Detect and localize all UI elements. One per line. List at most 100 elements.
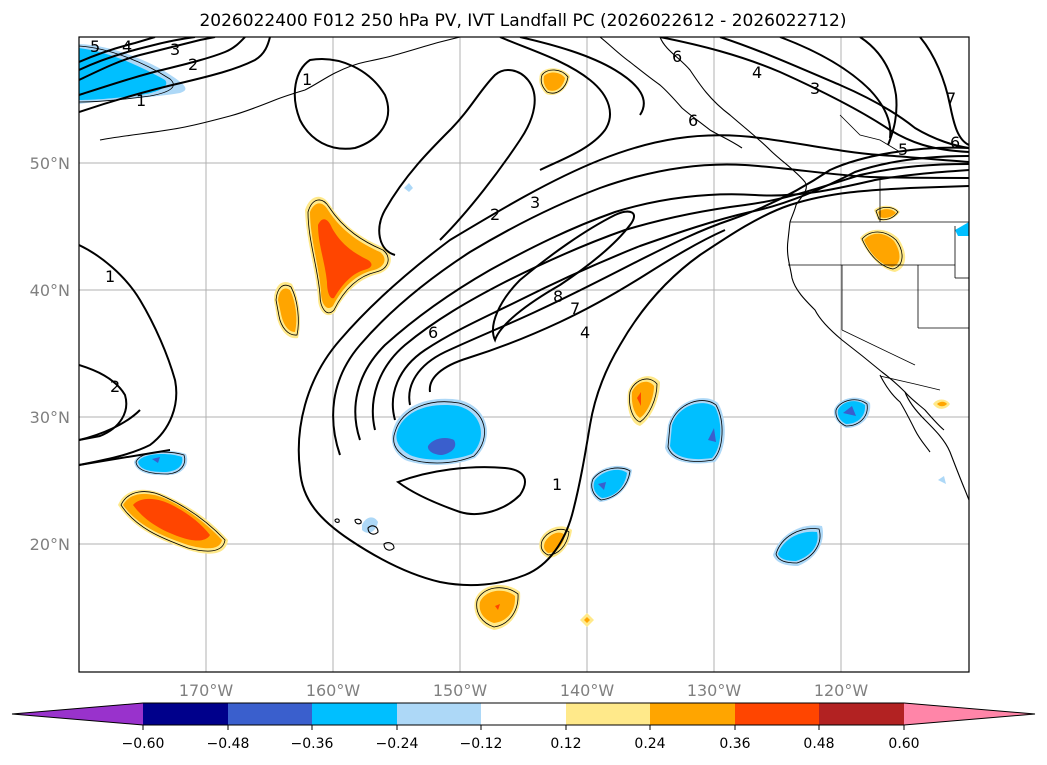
contour-topleft-3 <box>79 37 246 96</box>
colorbar-tick-label: 0.60 <box>888 736 919 752</box>
colorbar-segment <box>650 703 735 725</box>
contour-labels: 5 4 3 2 1 1 2 3 8 7 6 4 1 1 2 6 4 3 5 6 … <box>90 37 960 494</box>
contour-label: 4 <box>580 323 590 342</box>
blob-c5-red <box>495 604 500 610</box>
colorbar-segment <box>735 703 819 725</box>
contour-label: 4 <box>752 63 762 82</box>
blob-ca2-orange <box>878 209 896 218</box>
colorbar-extend-min <box>12 703 143 725</box>
contour-topleft-1 <box>79 37 216 81</box>
blob-hi-small-pale <box>362 517 378 533</box>
colorbar-tick-label: 0.48 <box>803 736 834 752</box>
colorbar-tick-label: −0.60 <box>122 736 165 752</box>
lat-label: 30°N <box>30 408 70 427</box>
hawaii-3 <box>354 518 362 525</box>
shading-outlines <box>79 45 903 628</box>
contour-label: 1 <box>552 475 562 494</box>
contour-1-main <box>297 134 969 471</box>
map-area <box>79 37 969 672</box>
blob-c7-orange <box>584 617 590 623</box>
colorbar-tick-label: −0.12 <box>460 736 503 752</box>
contour-5-main <box>391 155 969 421</box>
blob-baja-core <box>843 406 856 416</box>
contour-label: 2 <box>188 55 198 74</box>
colorbar-tick-label: 0.24 <box>634 736 665 752</box>
latitude-labels: 50°N 40°N 30°N 20°N <box>30 154 70 554</box>
blob-npac-red <box>318 219 372 299</box>
contour-1-west <box>79 244 178 466</box>
colorbar-segment <box>143 703 228 725</box>
contour-label: 6 <box>428 323 438 342</box>
colorbar-segment <box>312 703 397 725</box>
contour-topleft-4 <box>79 37 271 113</box>
gridlines <box>79 37 969 672</box>
contour-label: 2 <box>490 205 500 224</box>
blob-se-blue <box>778 531 818 561</box>
colorbar-tick-label: 0.36 <box>719 736 750 752</box>
lon-label: 150°W <box>433 681 488 700</box>
aleutians-1 <box>99 89 306 141</box>
hawaii-4 <box>334 518 340 523</box>
contour-label: 6 <box>672 47 682 66</box>
blob-tiny-2 <box>938 476 946 484</box>
blob-e-edge <box>955 222 969 236</box>
contour-ne-4 <box>859 37 898 146</box>
pv-contours <box>79 37 969 587</box>
blob-tiny-1 <box>404 183 413 192</box>
contour-bl-2 <box>79 409 141 441</box>
map-border <box>78 36 970 673</box>
colorbar: −0.60 −0.48 −0.36 −0.24 −0.12 0.12 0.24 … <box>11 702 1036 752</box>
mx-west <box>904 391 945 431</box>
contour-label: 6 <box>950 133 960 152</box>
blob-c1-blue <box>593 469 627 498</box>
contour-jet-north <box>378 68 536 256</box>
colorbar-segment <box>819 703 904 725</box>
blob-c1-core <box>598 482 606 490</box>
lat-label: 20°N <box>30 535 70 554</box>
contour-7-main <box>428 229 726 393</box>
blob-c3-orange <box>631 381 654 418</box>
colorbar-segment <box>481 703 566 725</box>
hawaii-2 <box>383 542 395 551</box>
blob-sw-red <box>133 498 210 541</box>
contour-3-main <box>354 169 969 441</box>
colorbar-segment <box>228 703 312 725</box>
borders <box>788 114 969 391</box>
colorbar-tick-label: −0.24 <box>376 736 419 752</box>
blob-c4-orange <box>544 532 565 553</box>
lat-label: 50°N <box>30 154 70 173</box>
alaska-coast <box>659 37 969 501</box>
contour-label: 3 <box>170 40 180 59</box>
contour-ne-5 <box>919 37 969 146</box>
lat-label: 40°N <box>30 281 70 300</box>
lon-label: 140°W <box>560 681 615 700</box>
colorbar-segment <box>566 703 650 725</box>
longitude-labels: 170°W 160°W 150°W 140°W 130°W 120°W <box>179 681 869 700</box>
blob-west-blue <box>138 454 183 472</box>
contour-1-ne-loop <box>293 58 390 150</box>
contour-ne-1 <box>659 37 969 153</box>
colorbar-ticks <box>142 725 905 730</box>
lon-label: 170°W <box>179 681 234 700</box>
lon-label: 160°W <box>306 681 361 700</box>
contour-bottom-left <box>79 449 171 466</box>
contour-label: 1 <box>105 267 115 286</box>
colorbar-tick-label: 0.12 <box>550 736 581 752</box>
blob-ca-orange <box>864 233 900 267</box>
coastlines <box>99 37 969 551</box>
lon-label: 130°W <box>687 681 742 700</box>
blob-c6-orange <box>543 72 565 91</box>
blob-c3-red <box>637 392 641 406</box>
contour-label: 8 <box>553 287 563 306</box>
contour-ridge-2 <box>519 37 645 116</box>
blob-mx-orange <box>937 401 947 407</box>
contour-label: 7 <box>570 299 580 318</box>
hawaii-1 <box>367 525 379 535</box>
contour-ne-2 <box>719 37 969 149</box>
contour-8-inner <box>492 210 635 343</box>
contour-ridge-1 <box>499 37 611 171</box>
contour-topleft-2 <box>79 37 196 71</box>
contour-label: 7 <box>946 89 956 108</box>
blob-c2-blue <box>670 403 721 460</box>
